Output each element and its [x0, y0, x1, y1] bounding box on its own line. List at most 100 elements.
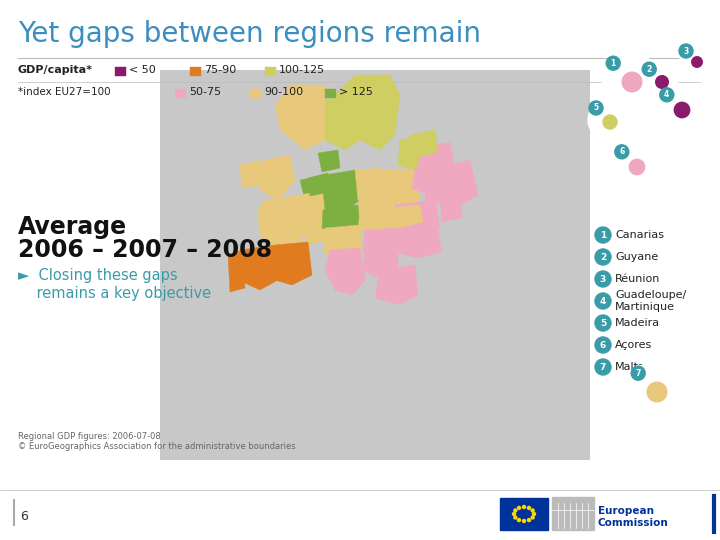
Circle shape: [675, 102, 690, 118]
Polygon shape: [375, 265, 418, 305]
Polygon shape: [363, 228, 400, 260]
Text: Canarias: Canarias: [615, 230, 664, 240]
Text: 5: 5: [593, 104, 598, 112]
Text: Réunion: Réunion: [615, 274, 660, 284]
Text: < 50: < 50: [129, 65, 156, 75]
Text: Guyane: Guyane: [615, 252, 658, 262]
Circle shape: [602, 52, 658, 108]
Circle shape: [680, 45, 710, 75]
Text: Açores: Açores: [615, 340, 652, 350]
Text: remains a key objective: remains a key objective: [18, 286, 211, 301]
Circle shape: [627, 362, 683, 418]
Polygon shape: [318, 150, 340, 172]
Circle shape: [533, 512, 536, 516]
Circle shape: [528, 518, 531, 522]
Circle shape: [595, 293, 611, 309]
Circle shape: [603, 115, 617, 129]
Polygon shape: [315, 75, 360, 150]
Text: Madeira: Madeira: [615, 318, 660, 328]
Polygon shape: [238, 245, 278, 290]
Circle shape: [679, 44, 693, 58]
Polygon shape: [275, 242, 312, 285]
Polygon shape: [300, 175, 328, 200]
Circle shape: [588, 100, 628, 140]
Text: Regional GDP figures: 2006-07-08: Regional GDP figures: 2006-07-08: [18, 432, 161, 441]
Text: 2: 2: [647, 65, 652, 73]
Bar: [115, 67, 126, 76]
Circle shape: [660, 88, 674, 102]
Text: European: European: [598, 506, 654, 516]
Bar: [325, 89, 336, 98]
Polygon shape: [440, 198, 462, 222]
Circle shape: [647, 382, 667, 402]
Text: 3: 3: [683, 46, 688, 56]
Bar: [175, 89, 186, 98]
Text: Commission: Commission: [598, 518, 669, 528]
Text: > 125: > 125: [339, 87, 373, 97]
Circle shape: [518, 518, 521, 522]
Circle shape: [595, 359, 611, 375]
Polygon shape: [275, 85, 325, 150]
Polygon shape: [363, 248, 398, 278]
Circle shape: [595, 315, 611, 331]
Bar: [500, 498, 548, 530]
Polygon shape: [407, 130, 438, 158]
Polygon shape: [308, 173, 330, 196]
Bar: [552, 497, 594, 530]
Circle shape: [514, 516, 517, 519]
Text: 1: 1: [600, 231, 606, 240]
Polygon shape: [412, 162, 450, 195]
Circle shape: [606, 56, 620, 70]
Circle shape: [631, 366, 645, 380]
Circle shape: [656, 76, 668, 89]
Text: 6: 6: [619, 147, 624, 156]
Text: ►  Closing these gaps: ► Closing these gaps: [18, 268, 178, 283]
Polygon shape: [398, 135, 430, 170]
Circle shape: [518, 507, 521, 509]
Circle shape: [513, 512, 516, 516]
Circle shape: [595, 337, 611, 353]
Circle shape: [622, 72, 642, 92]
Circle shape: [595, 271, 611, 287]
Text: 5: 5: [600, 319, 606, 327]
Text: 90-100: 90-100: [264, 87, 303, 97]
Circle shape: [613, 143, 657, 187]
Polygon shape: [425, 160, 478, 208]
Text: 4: 4: [664, 90, 670, 99]
Polygon shape: [240, 160, 260, 188]
Bar: [265, 67, 276, 76]
Polygon shape: [395, 200, 440, 240]
Polygon shape: [398, 230, 442, 258]
Polygon shape: [255, 155, 295, 200]
Circle shape: [514, 509, 517, 512]
Text: 1: 1: [611, 59, 616, 68]
Text: 2006 – 2007 – 2008: 2006 – 2007 – 2008: [18, 238, 272, 262]
Circle shape: [589, 101, 603, 115]
Text: Malta: Malta: [615, 362, 646, 372]
Bar: [190, 67, 201, 76]
Circle shape: [531, 509, 534, 512]
Text: © EuroGeographics Association for the administrative boundaries: © EuroGeographics Association for the ad…: [18, 442, 296, 451]
Polygon shape: [358, 208, 398, 235]
Circle shape: [615, 145, 629, 159]
Circle shape: [531, 516, 534, 519]
Polygon shape: [388, 205, 423, 228]
Polygon shape: [355, 168, 385, 205]
Text: Yet gaps between regions remain: Yet gaps between regions remain: [18, 20, 481, 48]
Circle shape: [528, 507, 531, 509]
Text: 7: 7: [600, 362, 606, 372]
Polygon shape: [323, 170, 360, 215]
Polygon shape: [418, 142, 455, 175]
Text: *index EU27=100: *index EU27=100: [18, 87, 111, 97]
Polygon shape: [358, 188, 395, 218]
Circle shape: [523, 505, 526, 509]
Circle shape: [642, 62, 656, 76]
Text: 75-90: 75-90: [204, 65, 236, 75]
Circle shape: [658, 86, 702, 130]
Bar: [160, 70, 590, 460]
Bar: [250, 89, 261, 98]
Text: 50-75: 50-75: [189, 87, 221, 97]
Text: 7: 7: [636, 369, 641, 377]
Text: Average: Average: [18, 215, 127, 239]
Text: 3: 3: [600, 274, 606, 284]
